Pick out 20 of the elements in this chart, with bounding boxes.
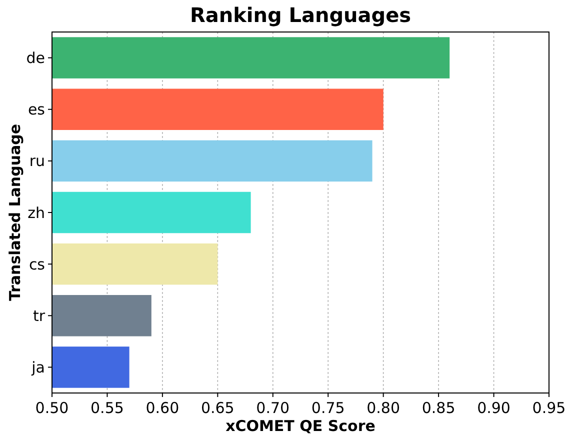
x-tick-label: 0.60: [146, 399, 180, 417]
y-tick-label: de: [26, 49, 45, 68]
x-tick-label: 0.70: [256, 399, 290, 417]
y-tick-label: tr: [32, 306, 46, 325]
chart-title: Ranking Languages: [190, 3, 412, 27]
y-tick-label: cs: [28, 255, 46, 274]
y-tick-label: ja: [30, 358, 45, 376]
x-axis-title: xCOMET QE Score: [226, 417, 376, 435]
x-tick-label: 0.90: [477, 399, 510, 417]
x-tick-label: 0.65: [200, 399, 234, 417]
x-tick-label: 0.95: [532, 399, 566, 417]
x-tick-label: 0.50: [35, 399, 69, 417]
y-tick-label: zh: [28, 204, 45, 222]
x-tick-label: 0.75: [311, 399, 345, 417]
x-tick-label: 0.85: [422, 399, 456, 417]
x-tick-label: 0.80: [366, 399, 400, 417]
x-tick-label: 0.55: [90, 399, 124, 417]
y-tick-label: ru: [29, 152, 45, 170]
y-axis-title: Translated Language: [6, 124, 24, 302]
y-tick-label: es: [28, 100, 46, 119]
